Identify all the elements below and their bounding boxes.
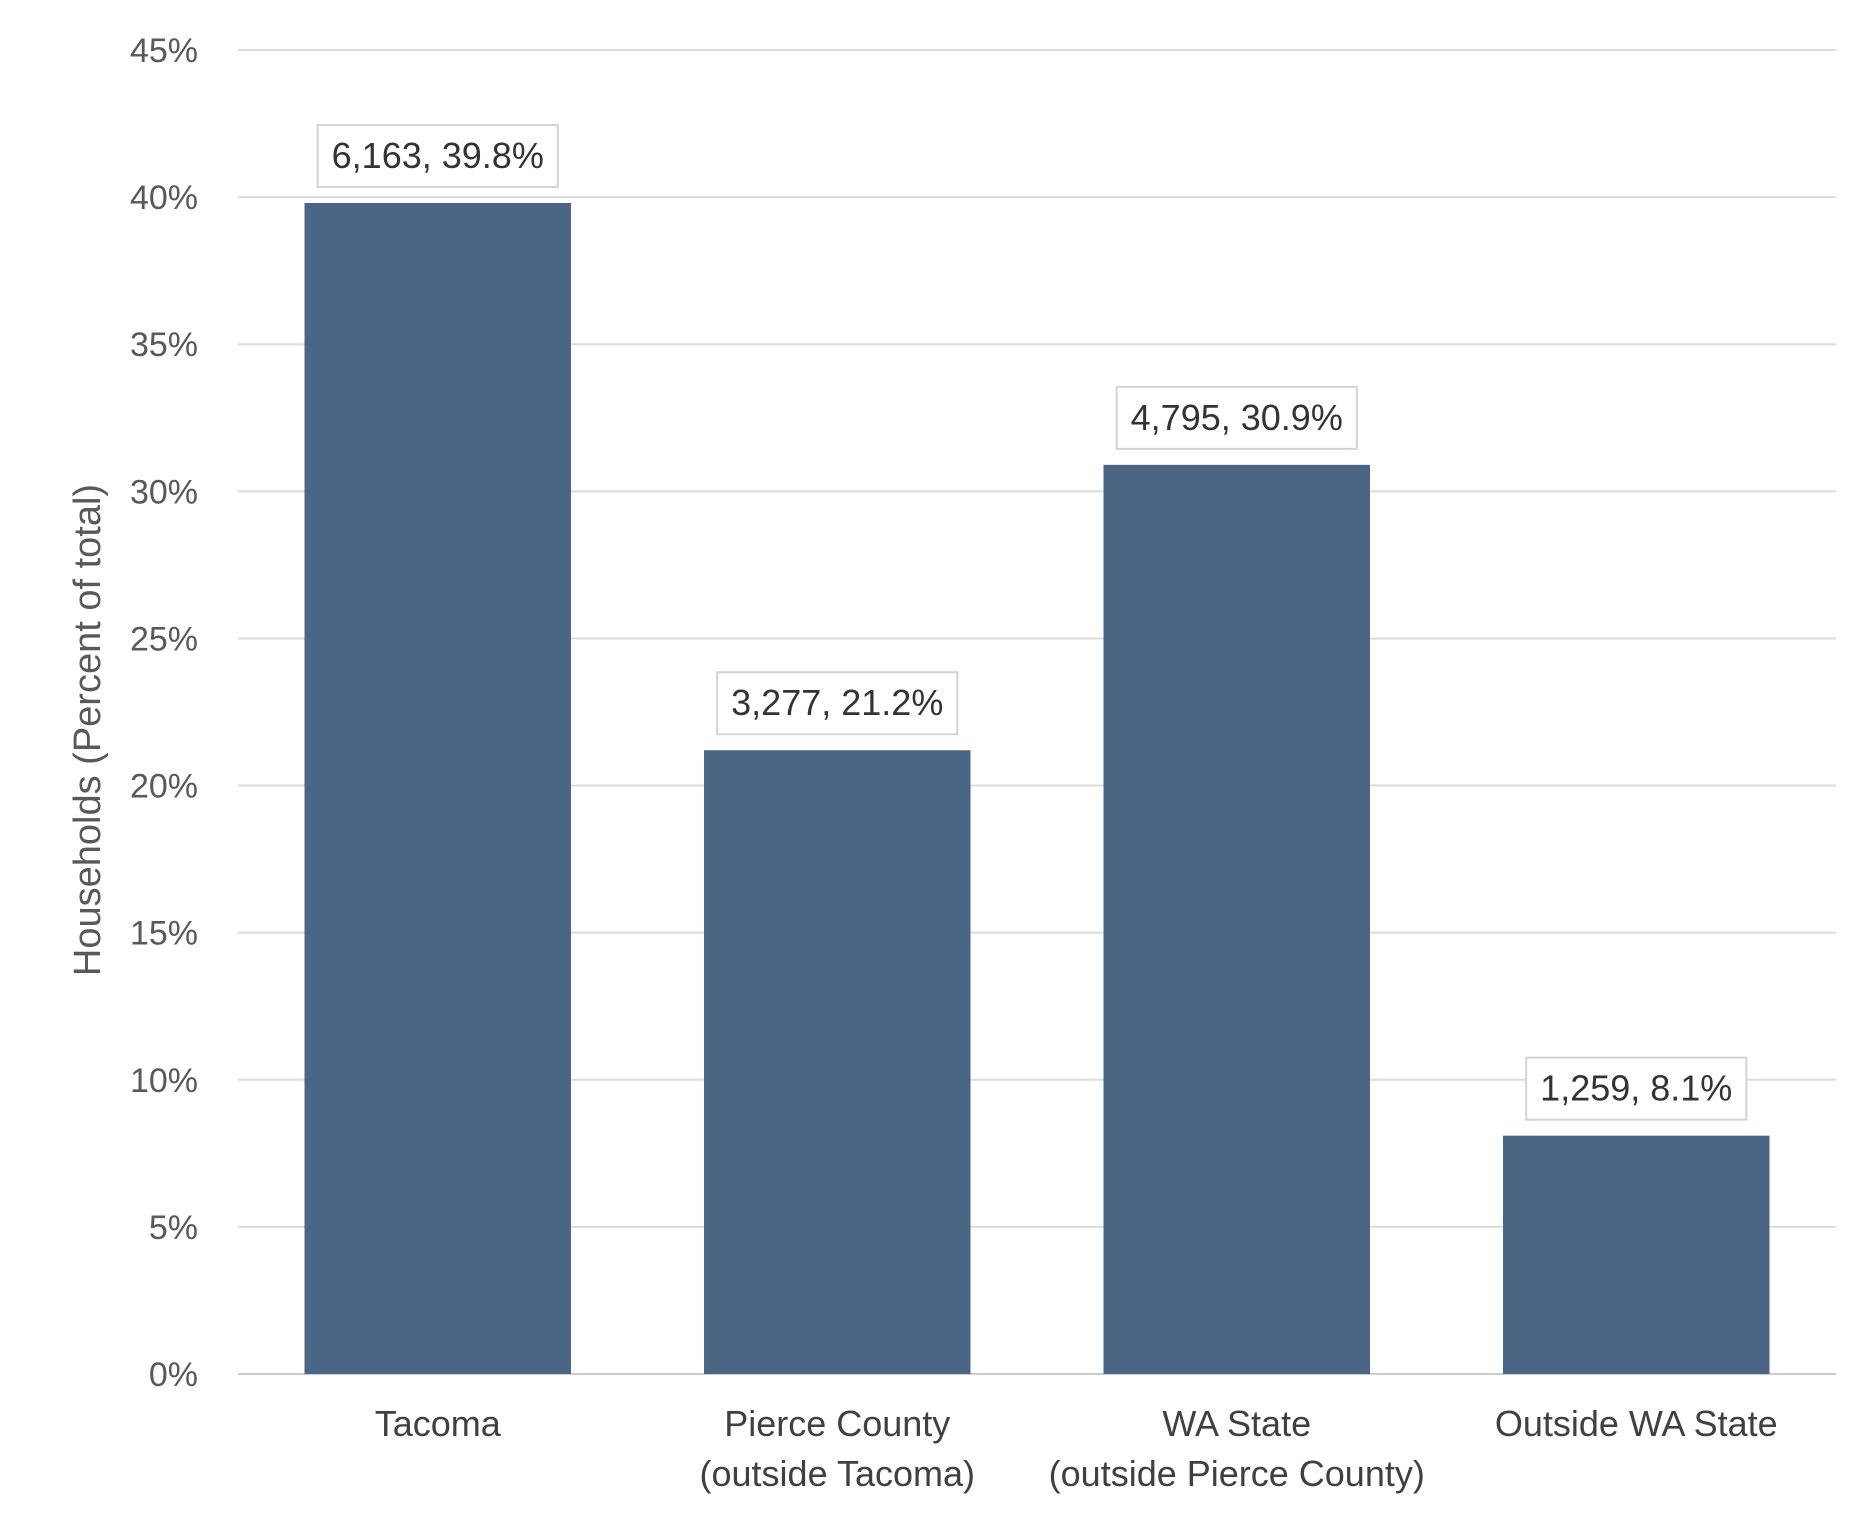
y-axis-title: Households (Percent of total): [67, 484, 109, 976]
y-tick-label: 25%: [130, 620, 198, 658]
y-tick-label: 40%: [130, 179, 198, 217]
bars: [304, 202, 1770, 1374]
x-axis-categories: Tacoma Pierce County (outside Tacoma) WA St…: [375, 1403, 1778, 1494]
x-category-label: (outside Tacoma): [700, 1453, 975, 1494]
y-tick-label: 0%: [149, 1356, 198, 1394]
data-label-box: [1525, 1056, 1748, 1121]
y-tick-label: 30%: [130, 473, 198, 511]
data-label: 1,259, 8.1%: [1540, 1068, 1732, 1109]
bar: [1503, 1135, 1770, 1374]
x-category-label: Pierce County: [724, 1403, 950, 1444]
y-tick-label: 20%: [130, 768, 198, 806]
data-label-box: [1115, 385, 1358, 450]
data-label: 3,277, 21.2%: [731, 682, 943, 723]
data-label-box: [316, 123, 559, 188]
data-labels: 6,163, 39.8% 3,277, 21.2% 4,795, 30.9% 1,25…: [316, 123, 1748, 1121]
y-tick-label: 5%: [149, 1209, 198, 1247]
y-axis-ticks: 0% 5% 10% 15% 20% 25% 30% 35% 40% 45%: [130, 32, 198, 1394]
data-label: 6,163, 39.8%: [332, 135, 544, 176]
y-tick-label: 35%: [130, 326, 198, 364]
bar: [704, 750, 971, 1374]
y-tick-label: 10%: [130, 1062, 198, 1100]
data-label-box: [716, 671, 959, 736]
bar: [304, 202, 571, 1374]
x-category-label: (outside Pierce County): [1049, 1453, 1425, 1494]
data-label: 4,795, 30.9%: [1131, 397, 1343, 438]
x-category-label: Outside WA State: [1495, 1403, 1778, 1444]
y-tick-label: 15%: [130, 915, 198, 953]
x-category-label: WA State: [1162, 1403, 1311, 1444]
y-tick-label: 45%: [130, 32, 198, 70]
bar: [1103, 464, 1370, 1374]
x-category-label: Tacoma: [375, 1403, 502, 1444]
